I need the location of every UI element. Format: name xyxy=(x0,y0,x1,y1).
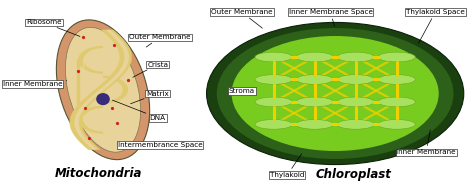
Ellipse shape xyxy=(337,52,374,62)
Text: Thylakoid Space: Thylakoid Space xyxy=(406,9,465,43)
Text: Inner Membrane Space: Inner Membrane Space xyxy=(289,9,373,26)
Text: Outer Membrane: Outer Membrane xyxy=(211,9,273,28)
Text: Inner Membrane: Inner Membrane xyxy=(396,130,456,155)
Ellipse shape xyxy=(378,75,415,84)
Ellipse shape xyxy=(296,52,333,62)
Ellipse shape xyxy=(217,28,454,159)
Text: Chloroplast: Chloroplast xyxy=(315,168,392,181)
Ellipse shape xyxy=(296,75,333,84)
Text: Mitochondria: Mitochondria xyxy=(55,167,142,180)
Text: Crista: Crista xyxy=(133,62,168,77)
Ellipse shape xyxy=(56,20,150,160)
Ellipse shape xyxy=(337,75,374,84)
Polygon shape xyxy=(78,106,103,134)
Text: Outer Membrane: Outer Membrane xyxy=(129,34,191,47)
Polygon shape xyxy=(74,30,129,150)
Polygon shape xyxy=(78,46,103,74)
Polygon shape xyxy=(103,76,128,104)
Ellipse shape xyxy=(378,52,415,62)
Text: Ribosome: Ribosome xyxy=(26,19,80,36)
Text: Stroma: Stroma xyxy=(229,88,255,94)
Ellipse shape xyxy=(255,75,292,84)
Text: Thylakoid: Thylakoid xyxy=(270,154,305,178)
Text: DNA: DNA xyxy=(112,100,166,121)
Text: Intermembrance Space: Intermembrance Space xyxy=(118,142,202,148)
Ellipse shape xyxy=(255,119,292,129)
Ellipse shape xyxy=(378,97,415,107)
Ellipse shape xyxy=(378,119,415,129)
Ellipse shape xyxy=(65,27,141,152)
Ellipse shape xyxy=(296,119,333,129)
Ellipse shape xyxy=(337,119,374,129)
Ellipse shape xyxy=(96,93,110,105)
Polygon shape xyxy=(70,30,132,150)
Text: Inner Membrane: Inner Membrane xyxy=(3,80,66,87)
Text: Matrix: Matrix xyxy=(131,91,169,104)
Ellipse shape xyxy=(232,36,439,151)
Ellipse shape xyxy=(255,52,292,62)
Ellipse shape xyxy=(255,97,292,107)
Ellipse shape xyxy=(337,97,374,107)
Ellipse shape xyxy=(296,97,333,107)
Ellipse shape xyxy=(207,22,464,165)
